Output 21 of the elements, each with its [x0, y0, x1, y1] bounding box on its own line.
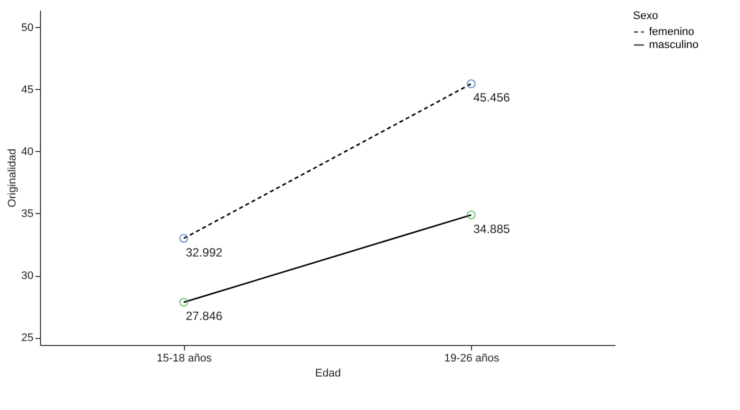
- y-tick-label: 25: [21, 332, 34, 344]
- point: [466, 79, 476, 88]
- y-axis-title: Originalidad: [6, 148, 18, 208]
- y-tick-label: 40: [21, 146, 34, 158]
- x-tick-label: 15-18 años: [156, 352, 212, 364]
- y-tick-label: 45: [21, 84, 34, 96]
- legend-label: femenino: [649, 26, 694, 38]
- y-tick-label: 50: [21, 22, 34, 34]
- x-axis-title: Edad: [315, 368, 341, 380]
- point: [179, 234, 188, 243]
- point: [179, 298, 188, 307]
- data-label: 32.992: [186, 245, 223, 260]
- legend-label: masculino: [649, 39, 699, 51]
- data-label: 27.846: [186, 309, 223, 324]
- point: [466, 210, 476, 220]
- x-tick-label: 19-26 años: [444, 352, 500, 364]
- legend-title: Sexo: [633, 10, 658, 22]
- data-label: 34.885: [473, 222, 510, 236]
- data-label: 45.456: [473, 90, 510, 105]
- y-tick-label: 35: [21, 208, 34, 220]
- y-tick-label: 30: [21, 270, 34, 282]
